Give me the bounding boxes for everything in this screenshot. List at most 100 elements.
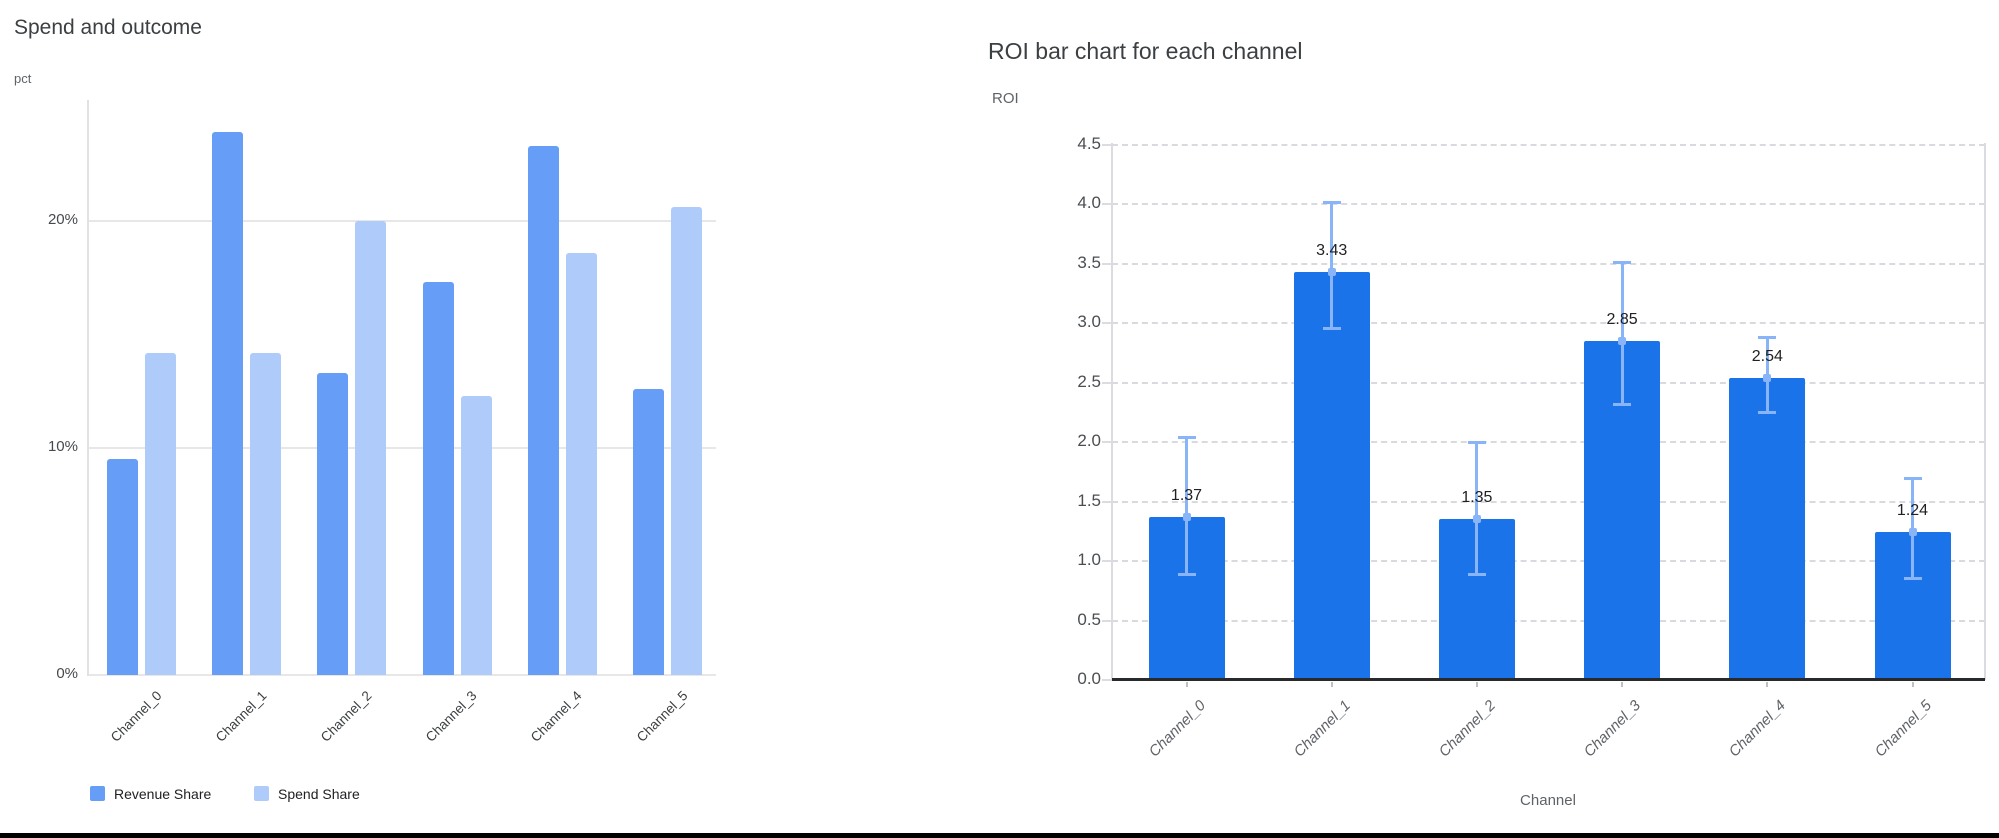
y-tick-mark bbox=[1102, 560, 1112, 562]
y-tick-label: 2.0 bbox=[1077, 431, 1101, 450]
y-tick-mark bbox=[1102, 322, 1112, 324]
gridline bbox=[88, 674, 716, 676]
y-tick-label: 3.5 bbox=[1077, 252, 1101, 272]
bar-value-label: 3.43 bbox=[1316, 241, 1348, 259]
legend-label-revenue-share: Revenue Share bbox=[114, 786, 212, 802]
bar-roi bbox=[1293, 271, 1370, 680]
x-category-label: Channel_5 bbox=[1871, 697, 1935, 761]
bar-spend-share bbox=[565, 252, 597, 675]
error-bar-cap-top bbox=[1903, 476, 1922, 480]
x-category-label: Channel_1 bbox=[1290, 697, 1354, 761]
y-tick-label: 20% bbox=[47, 211, 78, 228]
y-tick-mark bbox=[1102, 143, 1112, 146]
gridline bbox=[1112, 322, 1985, 324]
error-bar-cap-bottom bbox=[1322, 326, 1341, 330]
bar-roi bbox=[1874, 532, 1951, 680]
x-category-label: Channel_3 bbox=[1580, 697, 1645, 761]
bar-value-label: 2.85 bbox=[1606, 310, 1638, 328]
roi-y-axis-title: ROI bbox=[992, 90, 1019, 107]
error-bar-line bbox=[1330, 201, 1334, 329]
roi-chart-title: ROI bar chart for each channel bbox=[988, 38, 1303, 64]
bar-value-label: 1.37 bbox=[1170, 486, 1203, 504]
bar-spend-share bbox=[145, 352, 176, 675]
y-tick-mark bbox=[1102, 262, 1112, 265]
error-bar-marker bbox=[1908, 528, 1917, 537]
gridline bbox=[1112, 441, 1985, 443]
y-tick-mark bbox=[1102, 203, 1112, 205]
y-tick-label: 4.0 bbox=[1077, 193, 1101, 212]
gridline bbox=[1112, 203, 1985, 205]
x-tick-mark bbox=[1911, 682, 1914, 687]
y-tick-label: 4.5 bbox=[1077, 133, 1101, 153]
error-bar-line bbox=[1620, 262, 1624, 406]
gridline bbox=[88, 447, 716, 449]
x-tick-mark bbox=[1621, 682, 1624, 687]
error-bar-cap-bottom bbox=[1903, 576, 1922, 580]
x-tick-mark bbox=[1475, 682, 1478, 687]
error-bar-marker bbox=[1182, 512, 1191, 521]
error-bar-marker bbox=[1618, 336, 1627, 345]
spend-outcome-y-axis-note: pct bbox=[14, 71, 32, 86]
x-category-label: Channel_5 bbox=[633, 688, 691, 745]
bar-roi bbox=[1584, 340, 1661, 680]
bar-spend-share bbox=[250, 352, 282, 675]
y-tick-label: 2.5 bbox=[1077, 371, 1101, 391]
x-category-label: Channel_1 bbox=[212, 688, 270, 745]
y-tick-mark bbox=[1102, 500, 1112, 503]
bar-spend-share bbox=[355, 221, 387, 675]
y-tick-label: 0.5 bbox=[1077, 609, 1101, 629]
gridline bbox=[1112, 500, 1985, 503]
legend-swatch-revenue-share bbox=[90, 786, 105, 801]
gridline bbox=[1112, 262, 1985, 265]
error-bar-cap-bottom bbox=[1177, 573, 1196, 577]
x-category-label: Channel_2 bbox=[1435, 697, 1499, 761]
error-bar-cap-top bbox=[1613, 261, 1632, 265]
legend-swatch-spend-share bbox=[254, 786, 269, 801]
y-tick-label: 3.0 bbox=[1077, 312, 1101, 331]
error-bar-cap-top bbox=[1177, 436, 1196, 440]
bar-spend-share bbox=[671, 207, 702, 675]
error-bar-cap-bottom bbox=[1613, 403, 1632, 407]
bar-value-label: 2.54 bbox=[1751, 347, 1783, 365]
gridline bbox=[1112, 381, 1985, 384]
bottom-divider bbox=[0, 833, 1999, 838]
x-category-label: Channel_3 bbox=[422, 688, 480, 745]
bar-revenue-share bbox=[317, 373, 349, 675]
x-category-label: Channel_4 bbox=[1725, 697, 1790, 761]
gridline bbox=[1112, 619, 1985, 622]
y-tick-mark bbox=[1102, 381, 1112, 384]
x-category-label: Channel_0 bbox=[107, 688, 165, 745]
y-tick-label: 0% bbox=[56, 665, 78, 682]
gridline bbox=[1112, 560, 1985, 562]
bar-roi bbox=[1729, 377, 1806, 680]
error-bar-line bbox=[1475, 442, 1479, 576]
gridline bbox=[88, 220, 716, 222]
x-tick-mark bbox=[1766, 682, 1769, 687]
bar-roi bbox=[1438, 519, 1515, 680]
error-bar-line bbox=[1765, 337, 1769, 414]
error-bar-cap-top bbox=[1322, 200, 1341, 204]
roi-x-axis-title: Channel bbox=[1520, 792, 1576, 809]
x-tick-mark bbox=[1330, 682, 1333, 687]
bar-value-label: 1.24 bbox=[1896, 502, 1929, 520]
bar-revenue-share bbox=[212, 132, 244, 675]
y-tick-mark bbox=[1102, 441, 1112, 443]
y-tick-label: 10% bbox=[47, 438, 78, 455]
error-bar-cap-bottom bbox=[1758, 411, 1777, 415]
y-tick-mark bbox=[1102, 679, 1112, 681]
y-tick-mark bbox=[1102, 619, 1112, 622]
bar-value-label: 1.35 bbox=[1461, 489, 1493, 507]
gridline bbox=[1112, 143, 1985, 146]
bar-revenue-share bbox=[527, 146, 559, 675]
y-tick-label: 0.0 bbox=[1077, 669, 1101, 688]
error-bar-line bbox=[1185, 437, 1188, 576]
error-bar-cap-top bbox=[1758, 336, 1777, 340]
y-tick-label: 1.0 bbox=[1077, 550, 1101, 569]
bar-roi bbox=[1148, 516, 1225, 680]
spend-outcome-title: Spend and outcome bbox=[14, 16, 202, 39]
y-axis-line bbox=[87, 100, 89, 676]
